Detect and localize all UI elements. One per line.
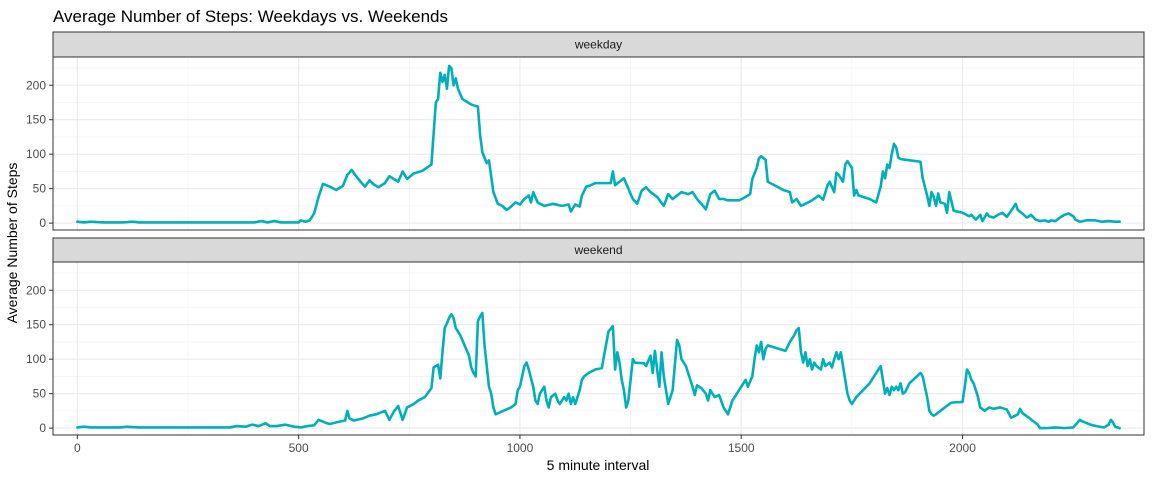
x-tick-label: 500	[289, 441, 309, 455]
x-tick-label: 1000	[507, 441, 534, 455]
strip-label: weekend	[573, 243, 622, 257]
y-tick-label: 200	[26, 283, 46, 297]
y-tick-label: 50	[33, 387, 47, 401]
y-axis-title: Average Number of Steps	[4, 163, 20, 324]
strip-label: weekday	[574, 38, 622, 52]
y-tick-label: 0	[39, 421, 46, 435]
y-tick-label: 100	[26, 352, 46, 366]
y-tick-label: 150	[26, 318, 46, 332]
y-tick-label: 0	[39, 216, 46, 230]
x-tick-label: 0	[74, 441, 81, 455]
panel-weekday: weekday 0 50 100 150 200	[26, 31, 1145, 231]
y-tick-label: 50	[33, 182, 47, 196]
y-tick-label: 100	[26, 147, 46, 161]
panel-weekend: weekend 0 50 100 150 200	[26, 237, 1145, 436]
panels: weekday 0 50 100 150 200 weekend 0 50 100 150 200	[26, 31, 1145, 436]
panel-border	[52, 56, 1145, 231]
strip-weekday	[52, 31, 1145, 58]
x-axis-title: 5 minute interval	[547, 457, 650, 473]
x-tick-label: 1500	[728, 441, 755, 455]
y-tick-label: 150	[26, 113, 46, 127]
series-line-weekend	[76, 311, 1121, 430]
panel-border	[52, 261, 1145, 436]
y-tick-label: 200	[26, 78, 46, 92]
series-line-weekday	[76, 64, 1121, 224]
x-axis: 0 500 1000 1500 2000	[74, 435, 976, 455]
x-tick-label: 2000	[949, 441, 976, 455]
chart-title: Average Number of Steps: Weekdays vs. We…	[53, 7, 448, 26]
